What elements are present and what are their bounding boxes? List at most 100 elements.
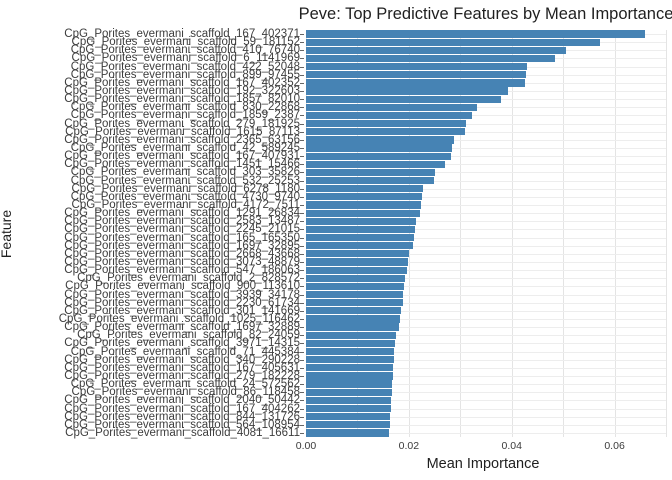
gridline-horizontal	[306, 107, 666, 109]
y-tick-label: CpG_Porites_evermani_scaffold_1697_32889	[64, 321, 300, 334]
bar	[306, 201, 421, 209]
bar	[306, 152, 451, 160]
bar	[306, 160, 445, 168]
bar	[306, 136, 455, 144]
y-tick-mark	[300, 367, 304, 369]
bar	[306, 347, 395, 356]
y-tick-label: CpG_Porites_evermani_scaffold_564_108954	[64, 418, 300, 431]
y-tick-mark	[300, 359, 304, 361]
gridline-horizontal	[306, 221, 666, 223]
y-tick-mark	[300, 221, 304, 223]
y-tick-mark	[300, 261, 304, 263]
y-tick-mark	[300, 375, 304, 377]
y-tick-mark	[300, 148, 304, 150]
y-tick-label: CpG_Porites_evermani_scaffold_2230_61734	[64, 296, 300, 309]
y-tick-label: CpG_Porites_evermani_scaffold_2365_63156	[64, 133, 300, 146]
y-tick-mark	[300, 107, 304, 109]
y-tick-mark	[300, 58, 304, 60]
gridline-horizontal	[306, 115, 666, 117]
bar	[306, 38, 601, 46]
y-tick-label: CpG_Porites_evermani_scaffold_4730_9740	[70, 190, 300, 203]
y-tick-label: CpG_Porites_evermani_scaffold_167_402352	[64, 76, 300, 89]
gridline-horizontal	[306, 261, 666, 263]
gridline-horizontal	[306, 327, 666, 329]
bar	[306, 372, 393, 380]
y-tick-label: CpG_Porites_evermani_scaffold_82_24059	[77, 329, 300, 342]
y-tick-mark	[300, 123, 304, 125]
bar	[306, 299, 403, 307]
y-tick-label: CpG_Porites_evermani_scaffold_1615_87113	[65, 125, 300, 138]
gridline-horizontal	[306, 302, 666, 304]
bar	[306, 217, 416, 225]
y-tick-mark	[300, 205, 304, 206]
bar	[306, 87, 509, 95]
y-tick-label: CpG_Porites_evermani_scaffold_4172_7511	[71, 199, 300, 211]
bar	[306, 250, 410, 258]
y-tick-label: CpG_Porites_evermani_scaffold_2245_21015	[64, 223, 300, 236]
x-tick-label: 0.00	[295, 440, 317, 452]
bar	[306, 209, 421, 217]
gridline-horizontal	[306, 131, 666, 133]
y-tick-mark	[300, 343, 304, 345]
x-tick-label: 0.06	[604, 440, 625, 452]
gridline-horizontal	[306, 392, 666, 394]
y-tick-mark	[300, 432, 304, 434]
y-tick-label: CpG_Porites_evermani_scaffold_2040_50442	[64, 394, 300, 407]
y-tick-mark	[300, 115, 304, 117]
y-tick-mark	[300, 50, 304, 52]
y-tick-mark	[300, 34, 304, 36]
gridline-horizontal	[306, 188, 666, 190]
bar	[306, 315, 400, 323]
x-tick-label: 0.02	[398, 440, 420, 452]
gridline-horizontal	[306, 139, 666, 141]
bar	[306, 421, 390, 429]
y-tick-mark	[300, 302, 304, 304]
gridline-horizontal	[306, 270, 666, 272]
gridline-horizontal	[306, 310, 666, 312]
bar	[306, 404, 391, 413]
y-tick-mark	[300, 74, 304, 76]
y-tick-label: CpG_Porites_evermani_scaffold_6278_1180	[71, 182, 300, 195]
bar	[306, 193, 422, 201]
plot-area	[300, 30, 667, 437]
bar	[306, 185, 423, 193]
y-tick-label: CpG_Porites_evermani_scaffold_192_322603	[64, 85, 300, 98]
bar	[306, 274, 405, 282]
y-tick-mark	[300, 294, 304, 296]
y-tick-mark	[300, 188, 304, 190]
y-tick-mark	[300, 253, 304, 255]
y-tick-label: CpG_Porites_evermani_scaffold_532_25253	[70, 174, 300, 187]
y-tick-label: CpG_Porites_evermani_scaffold_410_76740	[70, 44, 300, 57]
gridline-horizontal	[306, 318, 666, 320]
y-tick-label: CpG_Porites_evermani_scaffold_1025_11646…	[58, 312, 300, 325]
bar	[306, 144, 453, 152]
gridline-horizontal	[306, 351, 666, 353]
bar	[306, 79, 525, 87]
y-tick-label: CpG_Porites_evermani_scaffold_6_1141969	[71, 52, 300, 65]
y-tick-label: CpG_Porites_evermani_scaffold_1697_32895	[64, 239, 300, 252]
gridline-horizontal	[306, 408, 666, 410]
gridline-vertical	[511, 30, 513, 437]
bar	[306, 290, 404, 299]
bar	[306, 54, 555, 63]
bar	[306, 388, 392, 396]
y-tick-label: CpG_Porites_evermani_scaffold_167_402371	[64, 28, 300, 41]
bar	[306, 103, 478, 111]
y-tick-label: CpG_Porites_evermani_scaffold_422_52048	[70, 60, 300, 73]
y-tick-label: CpG_Porites_evermani_scaffold_1291_26834	[64, 207, 300, 220]
gridline-horizontal	[306, 172, 666, 174]
y-tick-label: CpG_Porites_evermani_scaffold_1451_15466	[64, 158, 300, 171]
gridline-vertical	[614, 30, 616, 437]
y-tick-mark	[300, 229, 304, 231]
bar	[306, 95, 501, 103]
bar	[306, 331, 396, 339]
y-tick-label: CpG_Porites_evermani_scaffold_3073_48879	[64, 255, 300, 268]
y-tick-mark	[300, 237, 304, 239]
y-tick-label: CpG_Porites_evermani_scaffold_2583_13487	[64, 215, 300, 228]
gridline-horizontal	[306, 237, 666, 239]
bar	[306, 282, 404, 291]
y-tick-label: CpG_Porites_evermani_scaffold_3971_14315	[64, 337, 300, 350]
gridline-horizontal	[306, 213, 666, 215]
bar	[306, 30, 646, 38]
y-tick-mark	[300, 66, 304, 68]
